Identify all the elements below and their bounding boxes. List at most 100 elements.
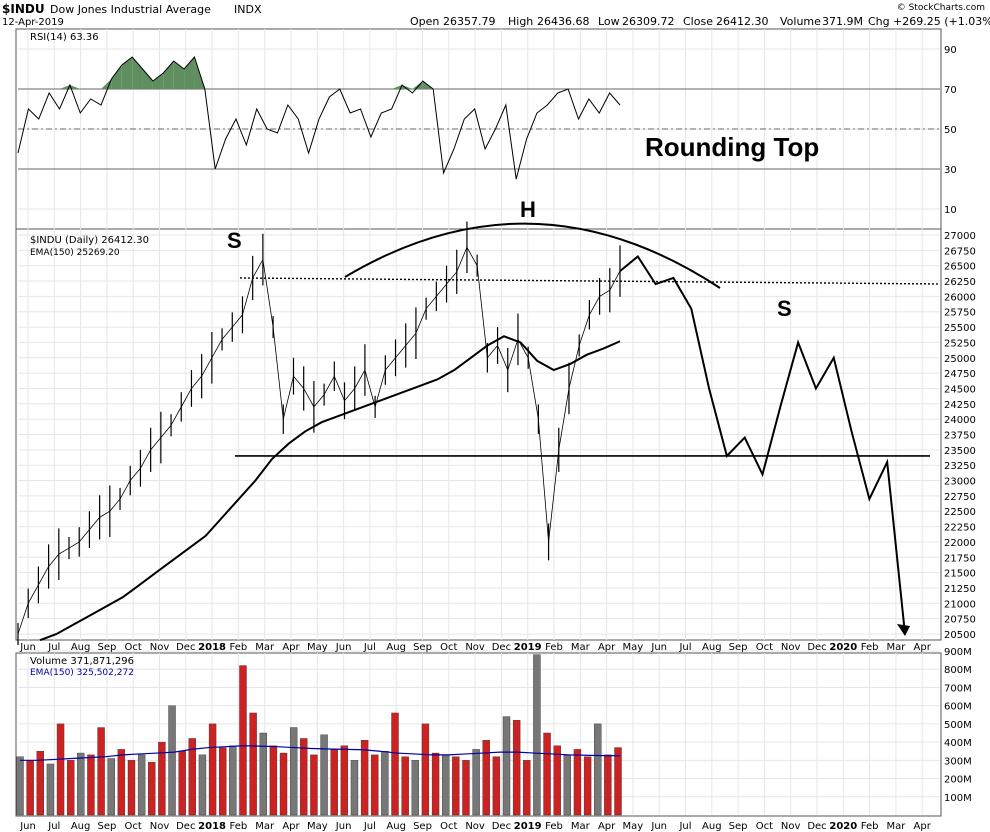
volume-bar <box>320 734 328 816</box>
x-tick-label: Nov <box>150 821 170 832</box>
exchange: INDX <box>234 3 262 16</box>
x-tick-label: Mar <box>886 642 906 653</box>
x-tick-label: 2019 <box>514 821 542 832</box>
rsi-overbought-fill <box>69 85 81 89</box>
x-tick-label: 2018 <box>198 821 226 832</box>
volume-ema-line <box>20 745 621 761</box>
high-label: High <box>508 15 533 28</box>
volume-bar <box>229 745 237 816</box>
rsi-overbought-fill <box>111 65 122 89</box>
x-tick-label: Jul <box>363 642 376 653</box>
volume-y-tick: 300M <box>944 756 972 767</box>
volume-bar <box>300 738 308 816</box>
right-shoulder-label: S <box>777 296 792 321</box>
price-y-tick: 27000 <box>944 231 976 242</box>
x-tick-label: Dec <box>492 821 511 832</box>
price-y-tick: 21000 <box>944 599 976 610</box>
volume-bar <box>563 754 572 816</box>
rsi-overbought-fill <box>412 81 423 89</box>
chg-value: +269.25 (+1.03%) <box>893 15 990 28</box>
symbol: $INDU <box>2 2 45 16</box>
x-tick-label: Sep <box>97 821 116 832</box>
volume-bar <box>502 716 511 816</box>
volume-bar <box>360 740 369 816</box>
rsi-overbought-fill <box>173 61 185 89</box>
volume-bar <box>178 751 186 816</box>
volume-bar <box>279 752 288 816</box>
x-tick-label: Feb <box>545 821 563 832</box>
x-tick-label: Jul <box>47 821 60 832</box>
x-tick-label: Apr <box>282 642 300 653</box>
x-tick-label: Feb <box>230 821 248 832</box>
x-tick-label: Apr <box>914 642 932 653</box>
x-tick-label: May <box>623 642 644 653</box>
volume-bar <box>16 756 24 816</box>
volume-bar <box>168 705 176 816</box>
volume-bar <box>492 756 501 816</box>
volume-layer <box>16 654 622 816</box>
x-tick-label: Dec <box>176 642 195 653</box>
x-tick-label: Aug <box>386 642 406 653</box>
x-tick-label: May <box>307 821 328 832</box>
volume-bar <box>137 754 146 816</box>
volume-bar <box>198 754 207 816</box>
rsi-overbought-fill <box>184 57 195 89</box>
x-tick-label: Oct <box>125 642 142 653</box>
rounding-top-arc <box>344 222 721 289</box>
price-y-tick: 22250 <box>944 523 976 534</box>
volume-bar <box>462 760 470 816</box>
volume-bar <box>239 665 247 816</box>
volume-bar <box>97 727 105 816</box>
x-tick-label: Dec <box>176 821 195 832</box>
volume-bar <box>452 756 460 816</box>
price-y-tick: 22500 <box>944 507 976 518</box>
volume-bar <box>482 740 490 816</box>
volume-value: 371.9M <box>822 15 863 28</box>
price-y-tick: 26750 <box>944 246 976 257</box>
open-label: Open <box>410 15 439 28</box>
close-label: Close <box>683 15 713 28</box>
x-tick-label: Nov <box>465 642 485 653</box>
volume-bar <box>188 738 197 816</box>
rsi-line <box>17 56 621 180</box>
x-tick-label: Nov <box>150 642 170 653</box>
x-tick-label: May <box>623 821 644 832</box>
rsi-y-tick: 70 <box>944 85 957 96</box>
price-y-tick: 25500 <box>944 323 976 334</box>
watermark: © StockCharts.com <box>897 3 985 13</box>
volume-bar <box>127 760 136 816</box>
volume-bar <box>249 712 257 816</box>
price-legend: $INDU (Daily) 26412.30 <box>30 235 149 246</box>
x-tick-label: 2018 <box>198 642 226 653</box>
rsi-overbought-fill <box>121 57 133 89</box>
price-y-tick: 21750 <box>944 553 976 564</box>
price-y-tick: 25750 <box>944 308 976 319</box>
x-tick-label: Aug <box>386 821 406 832</box>
x-tick-label: Oct <box>756 642 773 653</box>
x-tick-label: May <box>307 642 328 653</box>
x-tick-label: Dec <box>807 642 826 653</box>
x-tick-label: Feb <box>861 642 879 653</box>
x-tick-label: Mar <box>255 821 275 832</box>
volume-y-tick: 100M <box>944 793 972 804</box>
x-tick-label: Apr <box>598 821 616 832</box>
volume-bar <box>512 720 521 816</box>
volume-bar <box>350 760 359 816</box>
rsi-layer <box>17 56 940 180</box>
x-tick-label: Mar <box>255 642 275 653</box>
price-y-tick: 23500 <box>944 446 976 457</box>
price-y-tick: 25000 <box>944 354 976 365</box>
x-tick-label: Mar <box>571 821 591 832</box>
volume-bar <box>533 654 541 816</box>
volume-bar <box>391 712 399 816</box>
volume-bar <box>46 763 55 816</box>
low-label: Low <box>598 15 620 28</box>
top-line <box>239 277 939 285</box>
x-tick-label: 2019 <box>514 642 542 653</box>
x-tick-label: Sep <box>413 821 432 832</box>
ema-line <box>39 335 621 642</box>
x-tick-label: Feb <box>861 821 879 832</box>
price-y-tick: 23250 <box>944 461 976 472</box>
ohlc-readout: Open 26357.79 High 26436.68 Low 26309.72… <box>410 15 990 28</box>
